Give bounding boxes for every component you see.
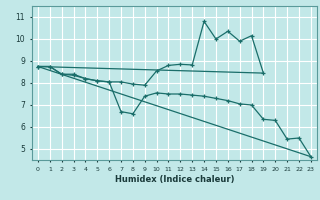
- X-axis label: Humidex (Indice chaleur): Humidex (Indice chaleur): [115, 175, 234, 184]
